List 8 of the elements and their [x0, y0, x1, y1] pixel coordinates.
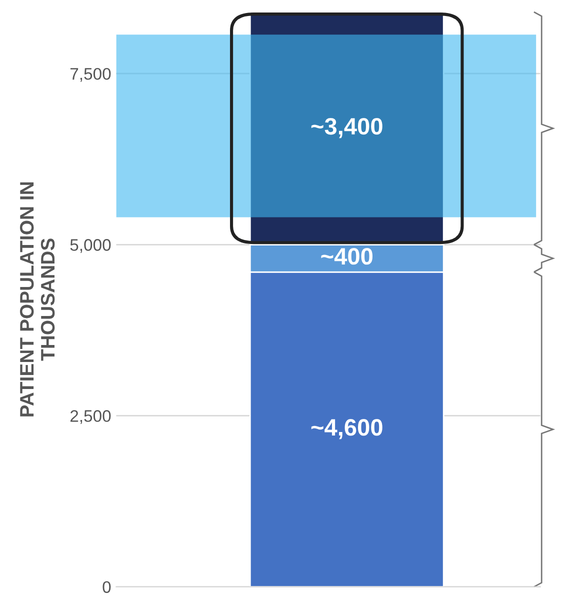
data-label: ~400 [321, 248, 372, 265]
data-label: ~4,600 [311, 419, 382, 440]
y-tick-label: 7,500 [70, 68, 111, 82]
y-tick-label: 2,500 [70, 410, 111, 424]
y-tick-label: 5,000 [70, 239, 111, 253]
y-axis-title: PATIENT POPULATION IN THOUSANDS [20, 182, 55, 416]
y-tick-label: 0 [102, 581, 111, 594]
data-label: ~3,400 [311, 118, 382, 138]
